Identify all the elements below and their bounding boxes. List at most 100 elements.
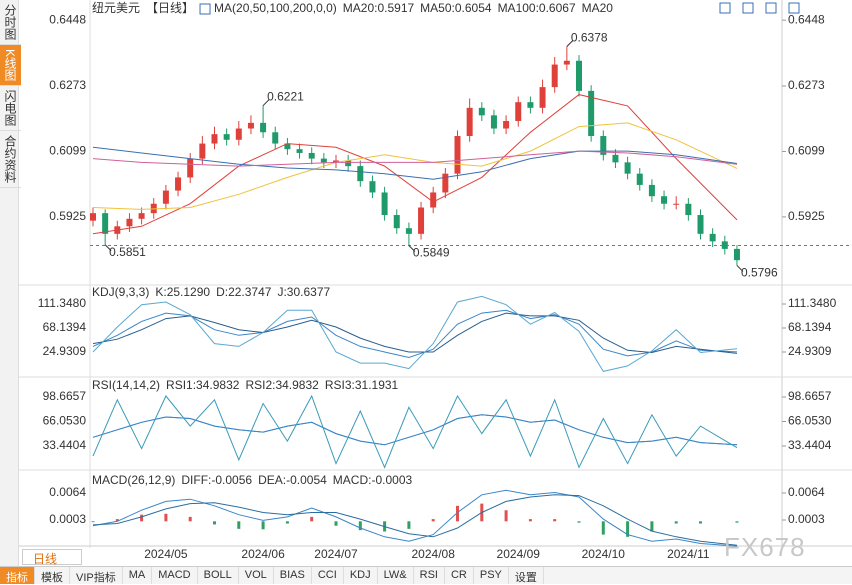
series-line: [92, 394, 738, 469]
candle-body: [296, 149, 303, 153]
series-line: [92, 150, 738, 167]
candle-body: [357, 166, 364, 182]
legend-label: K:25.1290: [155, 285, 210, 299]
candle-body: [503, 120, 510, 129]
y-tick-label: 0.6273: [49, 78, 86, 92]
legend-label: DEA:-0.0054: [258, 473, 327, 487]
macd-bar: [650, 521, 654, 532]
candle-body: [478, 107, 485, 116]
legend-label: DIFF:-0.0056: [181, 473, 252, 487]
toolbar-tab[interactable]: CR: [445, 567, 474, 584]
toolbar-tab[interactable]: CCI: [312, 567, 344, 584]
macd-bar: [626, 521, 630, 537]
toolbar: 指标 模板 VIP指标 MA MACD BOLL VOL BIAS CCI KDJ LW& RSI CR…: [0, 566, 852, 584]
y-tick-label: 0.6099: [788, 144, 825, 158]
y-tick-label: 0.0003: [49, 512, 86, 526]
candle-body: [126, 218, 133, 227]
x-tick-label: 2024/08: [412, 547, 456, 561]
y-tick-label: 24.9309: [43, 344, 87, 358]
macd-bar: [285, 521, 289, 524]
toolbar-tab[interactable]: BOLL: [198, 567, 239, 584]
candle-body: [697, 215, 704, 234]
candle-body: [187, 158, 194, 178]
candle-body: [211, 134, 218, 144]
legend-label: MA50:0.6054: [420, 1, 492, 15]
icon[interactable]: [788, 2, 800, 14]
toolbar-tab[interactable]: KDJ: [344, 567, 378, 584]
candle-body: [381, 192, 388, 216]
series-line: [92, 494, 738, 546]
side-tab[interactable]: 闪电图: [0, 86, 21, 132]
annotation-label: 0.5851: [109, 245, 146, 259]
toolbar-tab[interactable]: 设置: [509, 567, 544, 584]
candle-body: [393, 215, 400, 229]
series-line: [92, 312, 738, 354]
annotation-tick: [736, 265, 744, 272]
toolbar-tab[interactable]: 模板: [35, 567, 70, 584]
macd-bar: [188, 516, 192, 522]
toolbar-tab[interactable]: 指标: [0, 567, 35, 584]
icon[interactable]: [742, 2, 754, 14]
period-label: 【日线】: [146, 1, 194, 15]
candle-body: [345, 160, 352, 167]
macd-bar: [601, 521, 605, 535]
legend-label: MA20: [582, 1, 614, 15]
toolbar-tab[interactable]: PSY: [474, 567, 509, 584]
candle-body: [527, 102, 534, 108]
toolbar-tab[interactable]: RSI: [414, 567, 445, 584]
indicator-label: MA(20,50,100,200,0,0): [214, 1, 337, 15]
macd-bar: [735, 521, 739, 523]
toolbar-tab[interactable]: MACD: [152, 567, 198, 584]
macd-bar: [674, 521, 678, 524]
candle-body: [673, 203, 680, 205]
candle-body: [260, 122, 267, 133]
side-tab[interactable]: K线图: [0, 45, 21, 87]
y-tick-label: 33.4404: [43, 438, 87, 452]
y-tick-label: 24.9309: [788, 344, 832, 358]
x-tick-label: 2024/10: [582, 547, 626, 561]
legend-label: J:30.6377: [277, 285, 330, 299]
period-select[interactable]: 日线: [22, 549, 82, 566]
annotation-tick: [566, 40, 574, 47]
candle-body: [709, 233, 716, 242]
macd-bar: [164, 513, 168, 522]
annotation-label: 0.6378: [571, 31, 608, 45]
candle-body: [405, 228, 412, 234]
icon[interactable]: [719, 2, 731, 14]
y-tick-label: 0.0064: [49, 485, 86, 499]
toolbar-tab[interactable]: VIP指标: [70, 567, 123, 584]
candle-body: [612, 154, 619, 163]
candle-body: [272, 132, 279, 144]
series-line: [92, 146, 738, 180]
y-tick-label: 66.0530: [788, 414, 832, 428]
candle-body: [685, 203, 692, 216]
candle-body: [454, 136, 461, 174]
series-line: [92, 94, 738, 235]
candle-body: [223, 134, 230, 140]
macd-bar: [91, 521, 95, 523]
candle-body: [175, 177, 182, 191]
macd-bar: [553, 519, 557, 522]
candle-body: [430, 192, 437, 208]
candle-body: [515, 102, 522, 121]
watermark: FX678: [724, 532, 806, 562]
toolbar-tab[interactable]: LW&: [378, 567, 414, 584]
macd-bar: [577, 521, 581, 523]
side-tab[interactable]: 合约资料: [0, 131, 21, 189]
candle-body: [284, 143, 291, 150]
y-tick-label: 98.6657: [43, 389, 87, 403]
icon[interactable]: [765, 2, 777, 14]
panel-title: RSI(14,14,2): [92, 378, 160, 392]
legend-label: MACD:-0.0003: [333, 473, 413, 487]
side-tab[interactable]: 分时图: [0, 0, 21, 45]
y-tick-label: 98.6657: [788, 389, 832, 403]
candle-body: [102, 213, 109, 234]
y-tick-label: 0.0003: [788, 512, 825, 526]
window-icons: [719, 2, 800, 14]
candle-body: [624, 162, 631, 174]
toolbar-tab[interactable]: MA: [123, 567, 153, 584]
toolbar-tab[interactable]: BIAS: [274, 567, 312, 584]
candle-body: [320, 158, 327, 163]
toolbar-tab[interactable]: VOL: [239, 567, 274, 584]
